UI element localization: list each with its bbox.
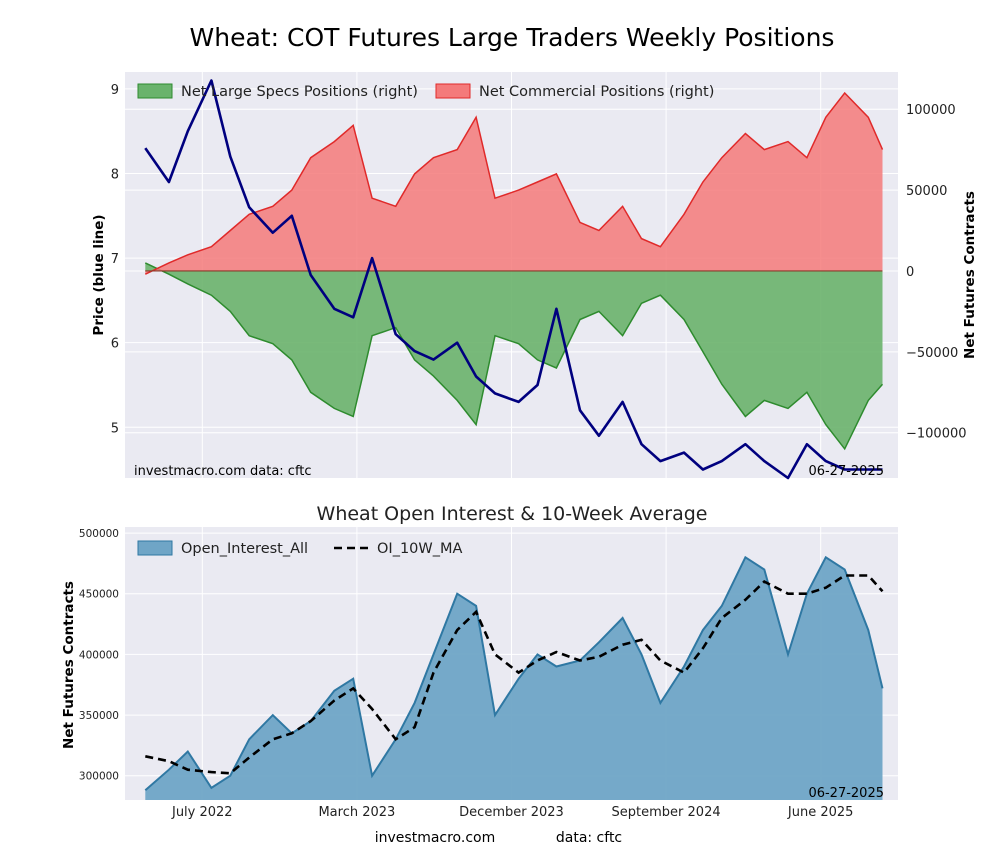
bottom-legend: Open_Interest_All OI_10W_MA [137,540,462,557]
footer-source: investmacro.com [375,830,495,846]
x-tick-label-2: December 2023 [459,805,564,820]
bottom-panel-title: Wheat Open Interest & 10-Week Average [317,503,708,525]
top-panel: 9 8 7 6 5 100000 50000 0 −50000 −100000 Price (b… [91,72,978,480]
top-left-tick-label-2: 7 [111,252,119,267]
x-tick-label-0: July 2022 [171,805,233,820]
bottom-areas [144,555,884,800]
top-watermark: investmacro.com data: cftc [134,464,312,479]
bottom-tick-label-4: 300000 [79,771,119,783]
bottom-left-ticks: 500000 450000 400000 350000 300000 [79,528,119,783]
top-right-tick-label-1: 50000 [906,184,947,199]
bottom-tick-label-1: 450000 [79,589,119,601]
x-tick-label-1: March 2023 [318,805,395,820]
top-right-tick-label-0: 100000 [906,103,956,118]
bottom-tick-label-3: 350000 [79,710,119,722]
top-legend: Net Large Specs Positions (right) Net Co… [137,83,714,100]
top-right-ticks: 100000 50000 0 −50000 −100000 [906,103,967,442]
commercial-line [144,91,884,275]
commercial-area [145,93,883,275]
top-left-axis-label: Price (blue line) [91,214,107,335]
legend-label-ma: OI_10W_MA [377,541,462,557]
bottom-tick-label-0: 500000 [79,528,119,540]
specs-line [144,262,884,451]
top-right-tick-label-3: −50000 [906,346,958,361]
top-left-tick-label-1: 8 [111,168,119,183]
bottom-panel: Wheat Open Interest & 10-Week Average 50… [61,503,898,820]
legend-label-specs: Net Large Specs Positions (right) [181,84,418,100]
legend-label-commercial: Net Commercial Positions (right) [479,84,714,100]
price-line [144,79,883,480]
ma-line [145,574,884,775]
legend-swatch-commercial [435,83,471,99]
x-tick-label-4: June 2025 [787,805,854,820]
legend-swatch-specs [137,83,173,99]
bottom-x-ticks: July 2022 March 2023 December 2023 Septembe… [171,805,853,820]
legend-swatch-open-interest [137,540,173,556]
top-left-tick-label-3: 6 [111,337,119,352]
bottom-date-stamp: 06-27-2025 [808,786,884,801]
top-left-ticks: 9 8 7 6 5 [111,83,119,436]
figure-title: Wheat: COT Futures Large Traders Weekly … [190,23,835,52]
x-tick-label-3: September 2024 [612,805,721,820]
specs-area [145,262,883,449]
top-right-axis-label: Net Futures Contracts [962,191,978,359]
open-interest-line [144,555,884,792]
top-areas [144,91,884,451]
bottom-axis-label: Net Futures Contracts [61,581,77,749]
top-left-tick-label-0: 9 [111,83,119,98]
bottom-tick-label-2: 400000 [79,649,119,661]
price-series [144,79,883,480]
top-date-stamp: 06-27-2025 [808,464,884,479]
top-right-tick-label-2: 0 [906,265,914,280]
legend-label-open-interest: Open_Interest_All [181,541,308,557]
footer-data: data: cftc [556,830,622,846]
open-interest-area [145,557,883,800]
top-left-tick-label-4: 5 [111,421,119,436]
top-right-tick-label-4: −100000 [906,427,967,442]
